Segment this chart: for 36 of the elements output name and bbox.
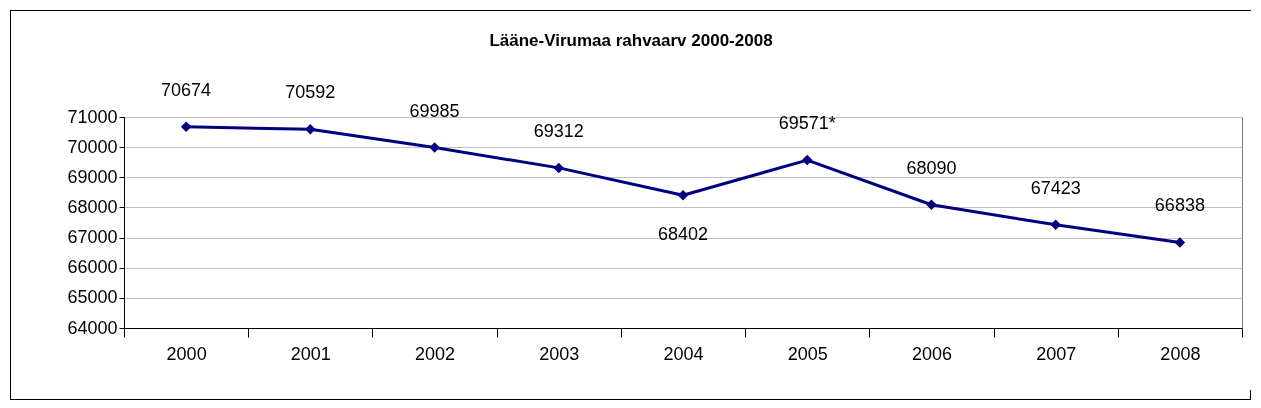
data-label: 68402 bbox=[657, 224, 709, 245]
chart-title: Lääne-Virumaa rahvaarv 2000-2008 bbox=[489, 30, 773, 50]
point bbox=[429, 142, 440, 153]
y-tick-label: 69000 bbox=[67, 166, 118, 187]
data-label: 70592 bbox=[285, 82, 336, 103]
data-label: 70674 bbox=[161, 79, 212, 100]
point bbox=[677, 190, 689, 201]
point bbox=[1050, 219, 1061, 231]
point bbox=[180, 121, 192, 133]
data-label: 68090 bbox=[906, 157, 957, 178]
y-tick-label: 70000 bbox=[67, 136, 118, 157]
x-tick-label: 2001 bbox=[290, 343, 331, 364]
y-tick-label: 66000 bbox=[67, 257, 118, 278]
y-tick-label: 68000 bbox=[67, 196, 118, 217]
point bbox=[305, 124, 316, 135]
y-tick-label: 64000 bbox=[67, 317, 118, 338]
x-tick-label: 2005 bbox=[787, 343, 828, 364]
data-label: 66838 bbox=[1154, 195, 1205, 216]
x-tick-label: 2000 bbox=[166, 343, 207, 364]
x-tick-label: 2003 bbox=[539, 343, 580, 364]
x-tick-label: 2008 bbox=[1160, 343, 1201, 364]
point bbox=[801, 154, 813, 166]
x-tick-label: 2002 bbox=[415, 343, 456, 364]
x-tick-label: 2004 bbox=[663, 343, 704, 364]
y-tick-label: 71000 bbox=[67, 106, 118, 127]
x-tick-label: 2006 bbox=[911, 343, 952, 364]
point bbox=[926, 199, 937, 210]
y-tick-label: 65000 bbox=[67, 287, 118, 308]
point bbox=[1174, 237, 1186, 248]
y-tick-label: 67000 bbox=[67, 227, 118, 248]
x-tick-label: 2007 bbox=[1036, 343, 1077, 364]
point bbox=[553, 162, 565, 174]
data-label: 69312 bbox=[533, 120, 584, 141]
data-label: 69571* bbox=[778, 113, 836, 134]
data-label: 67423 bbox=[1030, 177, 1081, 198]
data-label: 69985 bbox=[409, 100, 460, 121]
